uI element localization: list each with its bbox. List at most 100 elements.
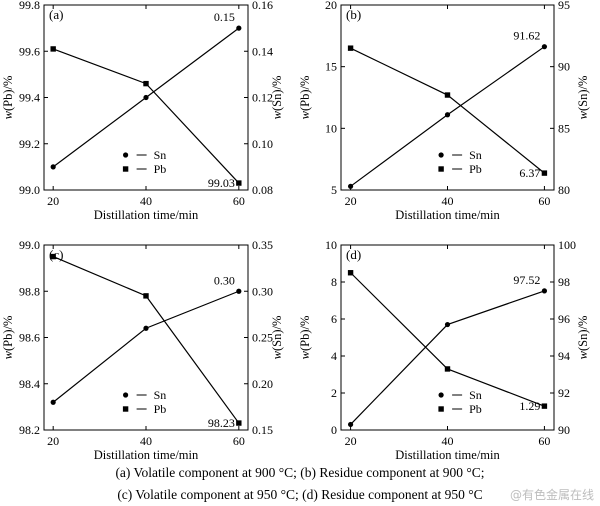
y-right-axis-label: w(Sn)/%: [576, 76, 590, 120]
data-label: 99.03: [208, 176, 235, 190]
y-left-tick-label: 15: [325, 60, 337, 74]
y-left-tick-label: 98.6: [19, 331, 40, 345]
y-left-tick-label: 5: [331, 183, 337, 197]
data-label: 97.52: [513, 273, 540, 287]
y-right-tick-label: 92: [558, 386, 570, 400]
y-left-tick-label: 20: [325, 0, 337, 12]
y-left-tick-label: 10: [325, 121, 337, 135]
y-right-tick-label: 0.30: [252, 284, 273, 298]
y-right-tick-label: 94: [558, 349, 570, 363]
series-line-pb: [350, 272, 545, 407]
legend-marker: [438, 166, 444, 172]
x-tick-label: 60: [538, 194, 550, 208]
y-left-tick-label: 8: [331, 275, 337, 289]
legend-marker: [438, 152, 444, 158]
data-point-sn: [444, 112, 451, 118]
data-point-pb: [444, 92, 451, 98]
legend-label: Sn: [469, 148, 482, 162]
x-tick-label: 40: [442, 434, 454, 448]
x-tick-label: 60: [538, 434, 550, 448]
data-point-pb: [541, 170, 548, 176]
data-point-sn: [143, 94, 149, 101]
data-label: 1.29: [519, 399, 540, 413]
y-right-axis-label: w(Sn)/%: [270, 76, 284, 120]
panel-label: (b): [346, 7, 361, 22]
panel-label: (a): [49, 7, 63, 22]
y-left-tick-label: 99.4: [19, 91, 40, 105]
legend-marker: [123, 392, 129, 398]
y-right-tick-label: 0.16: [252, 0, 273, 12]
legend-label: Pb: [469, 402, 482, 416]
y-right-tick-label: 98: [558, 275, 570, 289]
data-point-pb: [236, 420, 242, 426]
x-tick-label: 20: [345, 434, 357, 448]
data-point-sn: [541, 288, 548, 294]
legend-marker: [122, 406, 129, 412]
y-left-axis-label: w(Pb)/%: [298, 76, 312, 120]
y-left-tick-label: 99.0: [19, 238, 40, 252]
y-left-axis-label: w(Pb)/%: [298, 316, 312, 360]
chart-panel-d: (d) 20 40 60 Distillation time/min 0 2 4 6 8 10 90 9…: [298, 238, 590, 462]
data-point-pb: [541, 403, 548, 409]
y-left-tick-label: 2: [331, 386, 337, 400]
x-axis-label: Distillation time/min: [395, 448, 500, 462]
x-tick-label: 40: [140, 194, 152, 208]
x-tick-label: 20: [47, 194, 59, 208]
figure-caption: (a) Volatile component at 900 °C; (b) Re…: [0, 462, 600, 506]
legend-label: Pb: [469, 162, 482, 176]
data-point-sn: [143, 325, 149, 331]
y-left-tick-label: 98.8: [19, 284, 40, 298]
x-axis-label: Distillation time/min: [94, 208, 199, 222]
y-right-tick-label: 100: [558, 238, 576, 252]
y-right-tick-label: 0.12: [252, 91, 273, 105]
y-right-tick-label: 90: [558, 60, 570, 74]
legend-marker: [122, 166, 129, 172]
data-point-sn: [236, 288, 242, 294]
y-left-tick-label: 99.8: [19, 0, 40, 12]
y-right-tick-label: 0.10: [252, 137, 273, 151]
y-left-tick-label: 99.6: [19, 44, 40, 58]
legend-marker: [123, 152, 129, 158]
y-left-axis-label: w(Pb)/%: [1, 76, 15, 120]
data-point-pb: [347, 45, 354, 51]
y-right-tick-label: 80: [558, 183, 570, 197]
data-point-pb: [50, 253, 56, 260]
x-tick-label: 40: [442, 194, 454, 208]
y-right-tick-label: 96: [558, 312, 570, 326]
data-label: 98.23: [208, 416, 235, 430]
y-left-tick-label: 10: [325, 238, 337, 252]
y-left-tick-label: 4: [331, 349, 337, 363]
caption-line-1: (a) Volatile component at 900 °C; (b) Re…: [115, 465, 485, 480]
y-left-tick-label: 0: [331, 423, 337, 437]
data-point-pb: [236, 180, 242, 186]
series-line-pb: [52, 256, 240, 424]
x-tick-label: 20: [345, 194, 357, 208]
data-point-pb: [50, 46, 56, 52]
legend-label: Sn: [154, 388, 167, 402]
y-right-tick-label: 0.20: [252, 377, 273, 391]
y-left-tick-label: 99.0: [19, 183, 40, 197]
x-tick-label: 40: [140, 434, 152, 448]
series-line-pb: [52, 48, 240, 184]
y-right-tick-label: 90: [558, 423, 570, 437]
data-label: 91.62: [513, 29, 540, 43]
y-right-tick-label: 0.08: [252, 183, 273, 197]
data-point-sn: [347, 183, 354, 189]
y-right-tick-label: 0.15: [252, 423, 273, 437]
legend-label: Pb: [154, 162, 167, 176]
x-axis-label: Distillation time/min: [395, 208, 500, 222]
chart-panel-b: (b) 20 40 60 Distillation time/min 5 10 15 20 80 8…: [298, 0, 590, 222]
legend-marker: [438, 406, 444, 412]
y-right-tick-label: 0.35: [252, 238, 273, 252]
y-left-tick-label: 99.2: [19, 137, 40, 151]
y-left-axis-label: w(Pb)/%: [1, 316, 15, 360]
legend-label: Pb: [154, 402, 167, 416]
y-right-tick-label: 0.14: [252, 44, 273, 58]
y-left-tick-label: 98.2: [19, 423, 40, 437]
x-tick-label: 60: [233, 434, 245, 448]
legend-label: Sn: [154, 148, 167, 162]
data-point-sn: [347, 421, 354, 428]
y-right-axis-label: w(Sn)/%: [270, 316, 284, 360]
